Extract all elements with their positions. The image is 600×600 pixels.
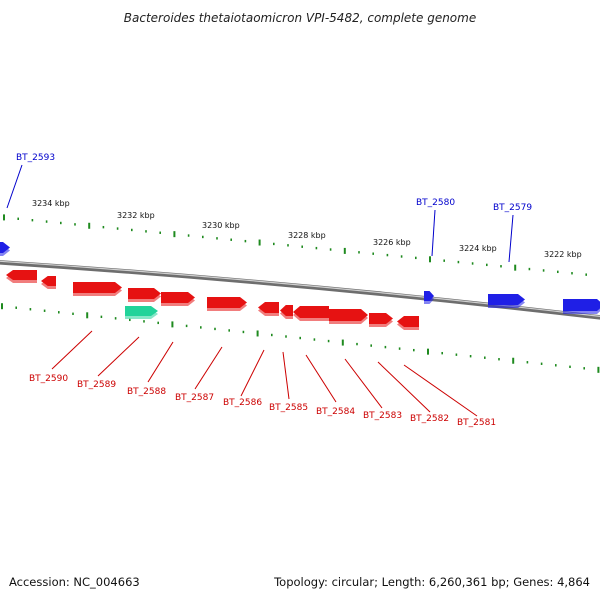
gene-label-reverse[interactable]: BT_2588 bbox=[127, 387, 166, 397]
gene-reverse[interactable] bbox=[280, 305, 293, 319]
gene-label-reverse[interactable]: BT_2583 bbox=[363, 411, 402, 421]
leader-line bbox=[305, 354, 337, 403]
gene-reverse[interactable] bbox=[73, 282, 122, 296]
gene-label-reverse[interactable]: BT_2584 bbox=[316, 407, 355, 417]
gene-reverse[interactable] bbox=[329, 309, 368, 324]
gene-forward[interactable] bbox=[0, 242, 10, 256]
scale-ticks-top bbox=[3, 214, 588, 276]
gene-label-reverse[interactable]: BT_2586 bbox=[223, 398, 262, 408]
gene-reverse[interactable] bbox=[128, 288, 161, 302]
gene-label-reverse[interactable]: BT_2585 bbox=[269, 403, 308, 413]
accession-text: Accession: NC_004663 bbox=[9, 575, 140, 589]
map-title: Bacteroides thetaiotaomicron VPI-5482, c… bbox=[124, 11, 476, 25]
gene-forward[interactable] bbox=[424, 291, 434, 304]
scale-label: 3232 kbp bbox=[117, 211, 155, 220]
gene-reverse[interactable] bbox=[207, 297, 247, 311]
leader-line bbox=[147, 341, 174, 383]
genome-backbone bbox=[0, 260, 600, 320]
leader-lines bbox=[6, 164, 514, 417]
leader-line bbox=[403, 364, 478, 417]
scale-label: 3234 kbp bbox=[32, 199, 70, 208]
scale-label: 3226 kbp bbox=[373, 238, 411, 247]
scale-label: 3230 kbp bbox=[202, 221, 240, 230]
leader-line bbox=[344, 358, 383, 409]
gene-label-reverse[interactable]: BT_2587 bbox=[175, 393, 214, 403]
gene-label-forward[interactable]: BT_2580 bbox=[416, 198, 455, 208]
gene-highlighted[interactable] bbox=[125, 306, 158, 319]
gene-label-reverse[interactable]: BT_2582 bbox=[410, 414, 449, 424]
gene-reverse[interactable] bbox=[258, 302, 279, 316]
leader-line bbox=[97, 336, 140, 377]
leader-line bbox=[508, 214, 514, 263]
leader-line bbox=[282, 351, 290, 400]
scale-label: 3222 kbp bbox=[544, 250, 582, 259]
gene-forward[interactable] bbox=[563, 299, 600, 314]
leader-line bbox=[377, 361, 431, 413]
leader-line bbox=[240, 349, 265, 397]
leader-line bbox=[51, 330, 93, 370]
scale-label: 3224 kbp bbox=[459, 244, 497, 253]
gene-label-forward[interactable]: BT_2593 bbox=[16, 153, 55, 163]
scale-label: 3228 kbp bbox=[288, 231, 326, 240]
gene-label-reverse[interactable]: BT_2589 bbox=[77, 380, 116, 390]
gene-label-reverse[interactable]: BT_2581 bbox=[457, 418, 496, 428]
gene-reverse[interactable] bbox=[293, 306, 329, 321]
leader-line bbox=[6, 164, 23, 209]
gene-reverse[interactable] bbox=[369, 313, 393, 327]
gene-label-reverse[interactable]: BT_2590 bbox=[29, 374, 68, 384]
leader-line bbox=[194, 346, 223, 390]
gene-reverse[interactable] bbox=[6, 270, 37, 283]
gene-labels: BT_2593 BT_2580 BT_2579 BT_2590 BT_2589 BT_25… bbox=[16, 153, 532, 428]
scale-labels: 3234 kbp 3232 kbp 3230 kbp 3228 kbp 3226 kbp… bbox=[32, 199, 582, 259]
gene-label-forward[interactable]: BT_2579 bbox=[493, 203, 532, 213]
gene-reverse[interactable] bbox=[161, 292, 195, 306]
gene-reverse[interactable] bbox=[41, 276, 56, 289]
gene-forward[interactable] bbox=[488, 294, 525, 308]
scale-ticks-bottom bbox=[1, 303, 600, 373]
leader-line bbox=[431, 209, 436, 257]
genes bbox=[0, 242, 600, 330]
gene-reverse[interactable] bbox=[397, 316, 419, 330]
genome-summary-text: Topology: circular; Length: 6,260,361 bp… bbox=[274, 575, 590, 589]
